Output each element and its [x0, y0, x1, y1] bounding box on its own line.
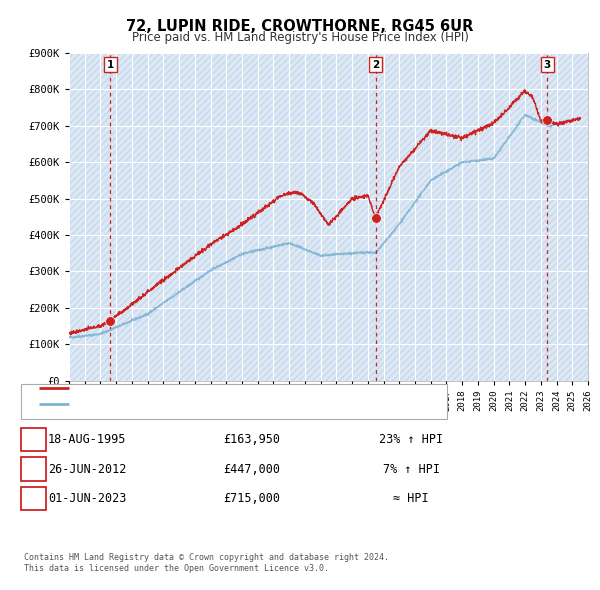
- Bar: [69, 53, 588, 381]
- Text: 3: 3: [30, 492, 37, 505]
- Text: 3: 3: [544, 60, 551, 70]
- Text: £163,950: £163,950: [223, 433, 281, 446]
- Text: Contains HM Land Registry data © Crown copyright and database right 2024.
This d: Contains HM Land Registry data © Crown c…: [24, 553, 389, 573]
- Text: 23% ↑ HPI: 23% ↑ HPI: [379, 433, 443, 446]
- Text: 7% ↑ HPI: 7% ↑ HPI: [383, 463, 440, 476]
- Text: 2: 2: [30, 463, 37, 476]
- Text: HPI: Average price, detached house, Wokingham: HPI: Average price, detached house, Woki…: [75, 399, 356, 409]
- Text: 18-AUG-1995: 18-AUG-1995: [48, 433, 126, 446]
- Text: £447,000: £447,000: [223, 463, 281, 476]
- Text: 1: 1: [107, 60, 114, 70]
- Text: 1: 1: [30, 433, 37, 446]
- Text: 01-JUN-2023: 01-JUN-2023: [48, 492, 126, 505]
- Text: 72, LUPIN RIDE, CROWTHORNE, RG45 6UR: 72, LUPIN RIDE, CROWTHORNE, RG45 6UR: [127, 19, 473, 34]
- Text: £715,000: £715,000: [223, 492, 281, 505]
- Text: Price paid vs. HM Land Registry's House Price Index (HPI): Price paid vs. HM Land Registry's House …: [131, 31, 469, 44]
- Text: 2: 2: [372, 60, 379, 70]
- Text: 26-JUN-2012: 26-JUN-2012: [48, 463, 126, 476]
- Text: ≈ HPI: ≈ HPI: [393, 492, 429, 505]
- Text: 72, LUPIN RIDE, CROWTHORNE, RG45 6UR (detached house): 72, LUPIN RIDE, CROWTHORNE, RG45 6UR (de…: [75, 384, 406, 393]
